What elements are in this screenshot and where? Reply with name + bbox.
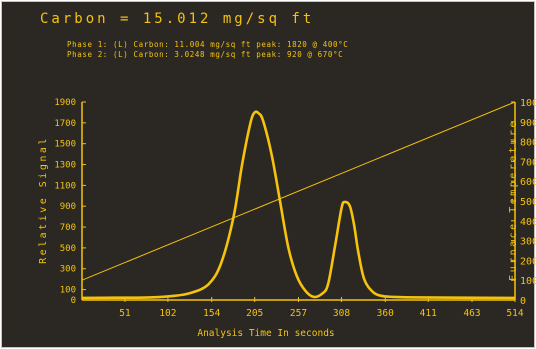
chart-title: Carbon = 15.012 mg/sq ft (40, 11, 315, 27)
y2-tick-label: 300 (520, 237, 536, 248)
temperature-line (81, 101, 516, 281)
y2-tick-label: 0 (520, 296, 526, 307)
y-tick-label: 1300 (54, 161, 76, 171)
y-tick-label: 1700 (54, 119, 76, 129)
x-tick-label: 308 (333, 308, 350, 319)
phase1-summary: Phase 1: (L) Carbon: 11.004 mg/sq ft pea… (67, 40, 349, 49)
y2-axis-label: Furnace Temperature (508, 119, 519, 281)
x-tick-label: 411 (420, 308, 437, 319)
phase2-summary: Phase 2: (L) Carbon: 3.0248 mg/sq ft pea… (67, 50, 344, 59)
x-tick-label: 463 (463, 308, 480, 319)
y2-tick-label: 700 (520, 157, 536, 168)
y-tick-label: 1900 (54, 98, 76, 108)
y2-tick-label: 200 (520, 256, 536, 267)
y2-tick-label: 1000 (520, 98, 536, 109)
signal-line (81, 110, 516, 300)
y-axis-label: Relative Signal (38, 136, 49, 264)
x-tick-label: 360 (377, 308, 394, 319)
x-tick-label: 205 (246, 308, 263, 319)
y2-tick-label: 600 (520, 177, 536, 188)
y-tick-label: 1100 (54, 181, 76, 191)
x-tick-label: 154 (203, 308, 220, 319)
x-tick-label: 257 (290, 308, 307, 319)
x-tick-label: 51 (119, 308, 131, 319)
y-tick-label: 1500 (54, 140, 76, 150)
y-tick-label: 500 (60, 244, 76, 254)
y2-tick-label: 900 (520, 118, 536, 129)
y-tick-label: 900 (60, 202, 76, 212)
x-tick-label: 102 (159, 308, 176, 319)
y2-tick-label: 100 (520, 276, 536, 287)
y2-tick-label: 400 (520, 217, 536, 228)
y-tick-label: 0 (71, 296, 76, 306)
y-tick-label: 700 (60, 223, 76, 233)
y2-tick-label: 800 (520, 138, 536, 149)
y2-tick-label: 500 (520, 197, 536, 208)
x-axis-label: Analysis Time In seconds (197, 328, 334, 339)
y-tick-label: 300 (60, 265, 76, 275)
x-tick-label: 514 (506, 308, 523, 319)
y-tick-label: 100 (60, 286, 76, 296)
